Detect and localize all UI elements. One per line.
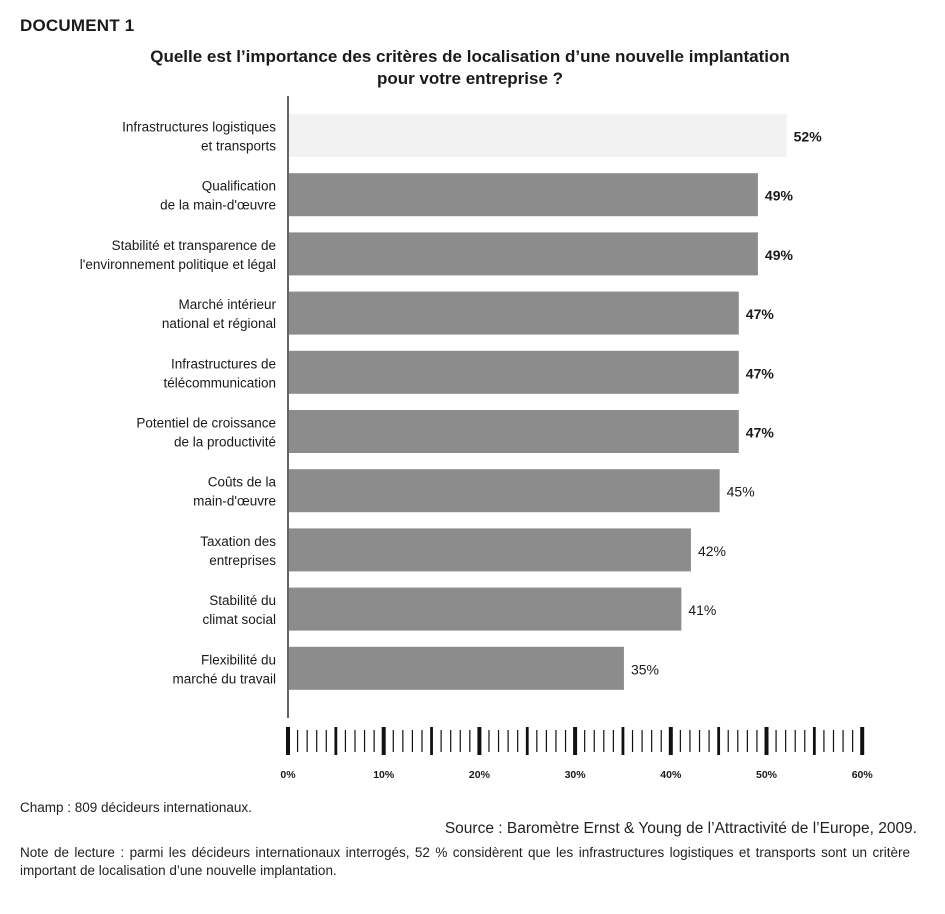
category-label-line: l'environnement politique et légal [80,257,276,272]
value-label-4: 47% [746,365,775,381]
category-label-line: entreprises [209,553,276,568]
category-label-line: de la main-d'œuvre [160,198,276,213]
category-label-line: climat social [202,612,276,627]
category-label-line: Qualification [202,179,276,194]
category-label-6: Coûts de la main-d'œuvre [193,475,276,509]
category-label-4: Infrastructures de télécommunication [163,356,276,390]
bar-5 [289,410,739,453]
bar-8 [289,587,682,631]
bar-4 [289,350,739,394]
category-label-8: Stabilité du climat social [202,593,276,627]
chart-title-line-2: pour votre entreprise ? [376,69,564,88]
bar-7 [289,528,691,572]
source-note: Source : Baromètre Ernst & Young de l’At… [444,820,917,837]
category-label-line: Marché intérieur [178,297,276,312]
category-label-line: Flexibilité du [201,652,276,667]
category-label-line: et transports [201,139,276,154]
category-label-line: de la productivité [174,435,276,450]
category-label-1: Qualification de la main-d'œuvre [160,179,276,213]
category-label-line: Stabilité du [209,593,276,608]
category-label-line: national et régional [162,316,276,331]
category-label-5: Potentiel de croissance de la productivit… [136,416,276,450]
category-label-line: Taxation des [200,534,276,549]
x-tick-label-5: 50% [756,769,778,781]
x-tick-label-0: 0% [280,769,296,781]
reading-note: Note de lecture : parmi les décideurs in… [20,845,910,878]
value-label-3: 47% [746,306,775,322]
value-label-9: 35% [631,661,659,677]
category-label-7: Taxation des entreprises [200,534,276,568]
x-tick-label-4: 40% [660,769,682,781]
category-label-line: télécommunication [163,375,276,390]
value-label-1: 49% [765,188,794,204]
x-tick-label-3: 30% [565,769,587,781]
value-label-7: 42% [698,543,726,559]
bar-3 [289,291,739,335]
x-tick-label-2: 20% [469,769,491,781]
x-tick-label-1: 10% [373,769,395,781]
bar-0 [289,114,787,157]
category-label-line: marché du travail [172,671,276,686]
value-label-8: 41% [688,602,716,618]
category-label-line: main-d'œuvre [193,494,276,509]
category-label-2: Stabilité et transparence de l'environnem… [80,238,276,272]
bar-2 [289,232,758,276]
category-label-line: Stabilité et transparence de [112,238,276,253]
category-label-9: Flexibilité du marché du travail [172,652,276,686]
x-tick-label-6: 60% [852,769,874,781]
bar-1 [289,173,758,217]
value-label-5: 47% [746,425,775,441]
bar-9 [289,646,624,690]
category-label-line: Potentiel de croissance [136,416,276,431]
category-label-line: Infrastructures logistiques [122,120,276,135]
document-label: DOCUMENT 1 [20,16,135,35]
value-label-0: 52% [794,129,823,145]
bar-6 [289,469,720,513]
category-label-line: Infrastructures de [171,356,276,371]
category-label-0: Infrastructures logistiques et transports [122,120,276,154]
category-label-line: Coûts de la [208,475,277,490]
value-label-6: 45% [727,484,755,500]
chart-title-line-1: Quelle est l’importance des critères de … [150,47,790,66]
category-label-3: Marché intérieur national et régional [162,297,277,331]
bar-chart: Infrastructures logistiques et transports… [80,96,874,781]
chart-title: Quelle est l’importance des critères de … [40,46,900,90]
value-label-2: 49% [765,247,794,263]
champ-note: Champ : 809 décideurs internationaux. [20,800,252,815]
